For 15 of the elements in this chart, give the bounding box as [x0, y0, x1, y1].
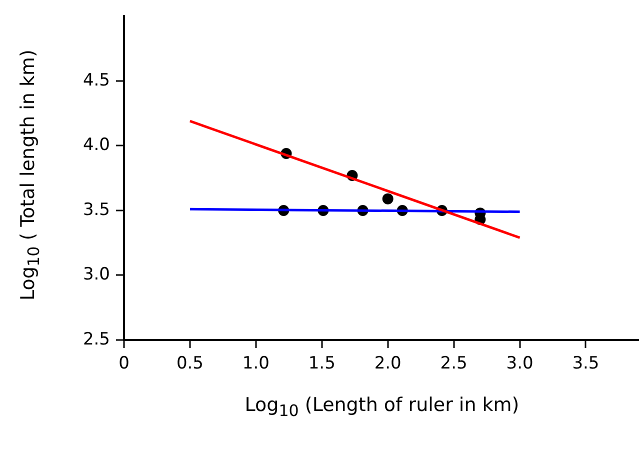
y-tick-label: 4.5 [82, 70, 110, 90]
y-tick-label: 3.0 [82, 264, 110, 285]
x-tick-label: 2.5 [440, 354, 468, 374]
x-tick-label: 0.5 [176, 354, 204, 374]
y-tick-label: 2.5 [82, 329, 110, 350]
y-tick-label: 3.5 [82, 200, 110, 220]
x-tick-label: 3.0 [506, 354, 534, 374]
x-tick-label: 0 [118, 354, 130, 374]
x-tick-label: 2.0 [374, 354, 402, 374]
x-tick-label: 1.0 [242, 354, 270, 374]
x-tick-label: 3.5 [572, 354, 600, 374]
y-tick-label: 4.0 [82, 135, 110, 156]
x-axis-title: Log$_{10}$ (Length of ruler in km) [244, 394, 520, 420]
x-tick-label: 1.5 [308, 354, 336, 374]
point [382, 193, 394, 204]
